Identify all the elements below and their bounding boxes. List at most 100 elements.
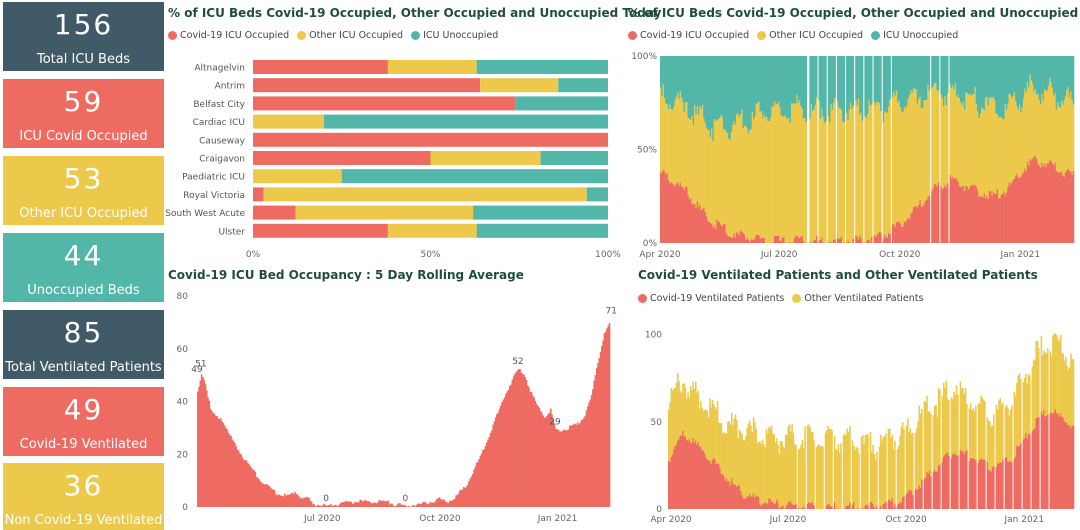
bar-covid [336,506,339,507]
bar-covid [741,231,743,243]
bar-unoccupied [973,56,975,94]
bar-other [977,403,980,463]
bar-covid [918,204,920,243]
bar-covid [754,238,756,243]
bar-covid [810,241,813,243]
bar-covid [914,489,917,509]
bar-unoccupied [707,56,709,131]
kpi-covid-ventilated[interactable]: 49 Covid-19 Ventilated [3,387,164,456]
bar-covid [399,503,401,507]
bar-covid [775,499,778,509]
legend-item-unoccupied[interactable]: ICU Unoccupied [411,30,498,41]
bar-covid [804,508,806,509]
bar-other [741,109,743,232]
bar-covid [254,471,257,507]
bar-other [907,98,910,218]
bar-covid [1060,171,1063,243]
bar-covid [948,455,950,509]
bar-unoccupied [810,56,813,104]
bar-covid [209,408,212,507]
bar-covid [595,368,598,507]
bar-other [1020,378,1022,444]
bar-covid [1041,414,1044,509]
bar-other [750,129,753,240]
bar-unoccupied [1071,56,1073,100]
bar-unoccupied [965,56,967,93]
bar-covid [388,504,391,507]
bar-other [1062,353,1065,418]
kpi-non-covid-ventilated[interactable]: 36 Non Covid-19 Ventilated [3,463,164,530]
category-label: Altnagelvin [194,64,245,74]
bar-other [894,440,896,505]
bar-other [826,430,828,506]
bar-covid [1055,170,1058,243]
bar-covid [893,223,895,243]
bar-unoccupied [1020,56,1022,113]
bar-covid [862,507,864,509]
bar-covid [941,189,944,243]
bar-covid [912,207,915,243]
bar-other [969,403,972,459]
bar-other [936,416,939,472]
legend-item-unoccupied[interactable]: ICU Unoccupied [871,30,958,41]
bar-covid [756,235,759,243]
bar-covid [922,206,924,243]
bar-other [779,107,781,241]
legend-item-covid[interactable]: Covid-19 ICU Occupied [168,30,289,41]
bar-unoccupied [855,56,857,101]
bar-covid [696,201,699,243]
bar-other [1038,348,1040,418]
bar-other [953,391,955,454]
bar-covid [954,178,957,243]
bar-other [780,115,783,241]
bar-covid [882,239,885,243]
bar-other [827,115,830,242]
bar-other [921,408,923,480]
bar-covid [884,234,886,243]
bar-other [935,82,937,185]
legend-item-covid[interactable]: Covid-19 ICU Occupied [628,30,749,41]
bar-covid [551,414,553,507]
bar-covid [318,505,321,507]
bar-other [710,407,712,465]
bar-covid [202,376,204,507]
bar-other [1020,112,1022,177]
bar-other [1070,353,1072,429]
bar-covid [407,506,410,507]
bar-other [743,440,746,499]
chart-trend-pct[interactable]: 0%50%100%Apr 2020 Jul 2020 Oct 2020 Jan 202… [626,48,1078,266]
bar-segment-unoccupied [476,60,608,74]
kpi-unoccupied-beds[interactable]: 44 Unoccupied Beds [3,233,164,302]
kpi-total-ventilated[interactable]: 85 Total Ventilated Patients [3,310,164,379]
kpi-other-icu-occupied[interactable]: 53 Other ICU Occupied [3,156,164,225]
bar-covid [927,473,930,509]
legend-item-other[interactable]: Other ICU Occupied [297,30,403,41]
legend-item-other-ventilated[interactable]: Other Ventilated Patients [792,293,923,304]
bar-other [684,387,687,438]
bar-covid [548,412,551,507]
legend-dot-icon [411,31,421,40]
bar-other [1066,90,1068,171]
bar-other [957,394,959,456]
bar-unoccupied [868,56,870,100]
bar-covid [941,461,944,509]
bar-covid [936,471,939,509]
legend-item-other[interactable]: Other ICU Occupied [757,30,863,41]
bar-unoccupied [856,56,859,106]
legend-item-covid-ventilated[interactable]: Covid-19 Ventilated Patients [638,293,784,304]
bar-unoccupied [1030,56,1033,81]
bar-unoccupied [936,56,939,90]
bar-other [741,433,743,495]
bar-covid [487,439,489,507]
bar-covid [958,185,961,243]
bar-covid [378,499,381,507]
kpi-icu-covid-occupied[interactable]: 59 ICU Covid Occupied [3,79,164,148]
kpi-total-icu-beds[interactable]: 156 Total ICU Beds [3,2,164,71]
bar-other [856,105,859,237]
bar-covid [563,429,566,507]
bar-covid [1025,432,1027,509]
bar-covid [571,424,574,507]
